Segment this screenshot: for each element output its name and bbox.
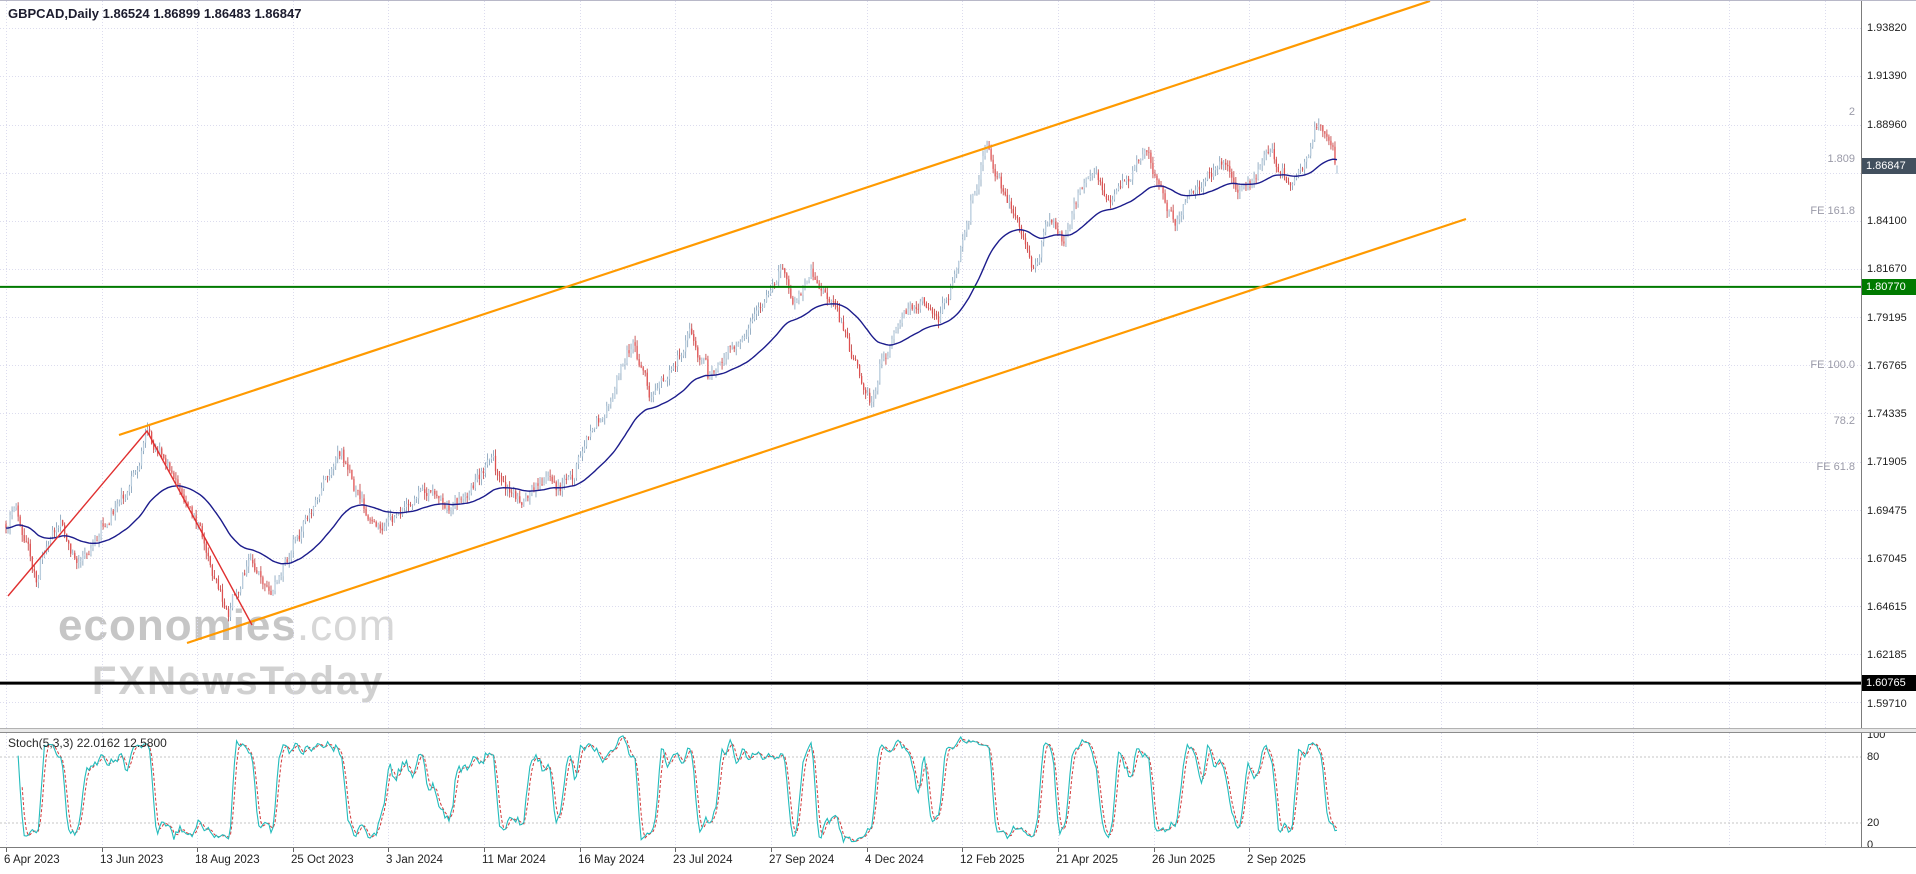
- time-axis-tick: [484, 848, 485, 852]
- price-axis-label: 1.67045: [1867, 553, 1907, 565]
- stoch-axis-label: 0: [1867, 839, 1874, 851]
- green-level-badge: 1.80770: [1862, 279, 1916, 295]
- main-chart-area[interactable]: economies.com FXNewsToday GBPCAD,Daily 1…: [0, 1, 1861, 728]
- price-axis-label: 1.93820: [1867, 22, 1907, 34]
- price-axis-label: 1.69475: [1867, 505, 1907, 517]
- time-axis-label: 11 Mar 2024: [482, 854, 546, 866]
- fib-label: FE 61.8: [1816, 461, 1855, 473]
- fib-label: FE 161.8: [1810, 205, 1855, 217]
- stoch-signal-line: [21, 736, 1338, 843]
- time-axis-label: 26 Jun 2025: [1152, 854, 1216, 866]
- time-axis-label: 12 Feb 2025: [960, 854, 1025, 866]
- stoch-main-line: [17, 735, 1338, 844]
- price-axis[interactable]: 1.86847 1.80770 1.60765 1.93820 1.91390 1.…: [1861, 1, 1916, 851]
- time-axis-tick: [1058, 848, 1059, 852]
- time-axis-tick: [293, 848, 294, 852]
- price-chart-canvas[interactable]: [0, 1, 1861, 728]
- moving-average-line[interactable]: [5, 158, 1338, 565]
- up-candle-wicks: [7, 118, 1338, 621]
- time-axis-label: 4 Dec 2024: [865, 854, 924, 866]
- channel-trendline[interactable]: [186, 217, 1467, 645]
- time-axis-tick: [197, 848, 198, 852]
- time-axis-label: 18 Aug 2023: [195, 854, 260, 866]
- stoch-axis-label: 20: [1867, 817, 1880, 829]
- stoch-grid-lines: [6, 733, 1826, 847]
- time-axis-label: 2 Sep 2025: [1247, 854, 1306, 866]
- time-axis-tick: [102, 848, 103, 852]
- time-axis-label: 13 Jun 2023: [100, 854, 164, 866]
- time-axis-tick: [580, 848, 581, 852]
- price-axis-label: 1.84100: [1867, 215, 1907, 227]
- stoch-indicator-header: Stoch(5,3,3) 22.0162 12.5800: [8, 736, 167, 750]
- fib-label: 1.809: [1827, 153, 1855, 165]
- price-axis-label: 1.71905: [1867, 456, 1907, 468]
- stoch-axis-label: 80: [1867, 751, 1880, 763]
- time-axis-tick: [675, 848, 676, 852]
- watermark-economies-suffix: .com: [296, 601, 397, 650]
- time-axis-tick: [962, 848, 963, 852]
- stochastic-panel[interactable]: Stoch(5,3,3) 22.0162 12.5800: [0, 733, 1861, 847]
- channel-trendline[interactable]: [118, 1, 1431, 437]
- fib-label: 2: [1848, 106, 1855, 118]
- time-axis-tick: [867, 848, 868, 852]
- price-axis-label: 1.64615: [1867, 601, 1907, 613]
- stochastic-canvas[interactable]: [0, 733, 1861, 847]
- watermark-economies: economies.com: [58, 601, 397, 650]
- time-axis-tick: [771, 848, 772, 852]
- time-axis-label: 6 Apr 2023: [4, 854, 60, 866]
- price-axis-label: 1.81670: [1867, 263, 1907, 275]
- chart-title: GBPCAD,Daily 1.86524 1.86899 1.86483 1.8…: [8, 6, 302, 21]
- current-price-badge: 1.86847: [1862, 158, 1916, 174]
- price-axis-label: 1.76765: [1867, 360, 1907, 372]
- price-axis-label: 1.88960: [1867, 119, 1907, 131]
- price-axis-label: 1.59710: [1867, 698, 1907, 710]
- watermark-fxnewstoday: FXNewsToday: [92, 659, 385, 703]
- panel-splitter[interactable]: [0, 728, 1916, 733]
- price-axis-label: 1.79195: [1867, 312, 1907, 324]
- watermark: economies.com FXNewsToday: [0, 1, 1861, 728]
- time-axis-tick: [1249, 848, 1250, 852]
- time-axis[interactable]: 6 Apr 2023 13 Jun 2023 18 Aug 2023 25 Oct 2…: [0, 847, 1916, 874]
- time-axis-label: 21 Apr 2025: [1056, 854, 1119, 866]
- time-axis-label: 27 Sep 2024: [769, 854, 835, 866]
- time-axis-tick: [6, 848, 7, 852]
- black-level-badge: 1.60765: [1862, 675, 1916, 691]
- fib-label: FE 100.0: [1810, 359, 1855, 371]
- time-axis-label: 3 Jan 2024: [386, 854, 443, 866]
- price-axis-label: 1.91390: [1867, 70, 1907, 82]
- time-axis-tick: [388, 848, 389, 852]
- time-axis-tick: [1154, 848, 1155, 852]
- time-axis-label: 16 May 2024: [578, 854, 645, 866]
- price-axis-label: 1.62185: [1867, 649, 1907, 661]
- time-axis-label: 23 Jul 2024: [673, 854, 733, 866]
- time-axis-label: 25 Oct 2023: [291, 854, 354, 866]
- fib-label: 78.2: [1833, 415, 1855, 427]
- grid-lines: [0, 1, 1861, 728]
- price-axis-label: 1.74335: [1867, 408, 1907, 420]
- zigzag-line[interactable]: [7, 429, 253, 626]
